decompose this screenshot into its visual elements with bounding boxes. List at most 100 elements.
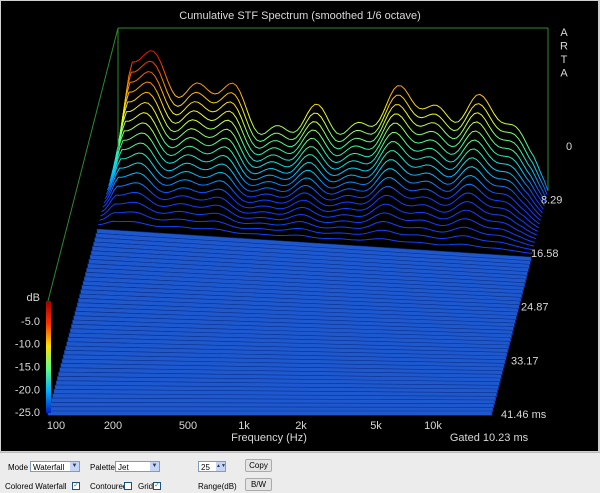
brand-letter: T: [561, 54, 568, 66]
depth-tick-label: 24.87: [521, 302, 549, 314]
slice-line: [110, 112, 543, 214]
colorbar-tick-label: -10.0: [15, 339, 40, 351]
range-input[interactable]: 25 ▲▼: [198, 461, 226, 472]
slice-floor: [80, 289, 519, 313]
slice-floor: [67, 337, 509, 354]
slice-line: [109, 122, 542, 218]
slice-floor: [95, 233, 531, 266]
x-tick-label: 1k: [238, 420, 250, 432]
bw-button[interactable]: B/W: [245, 478, 272, 491]
x-tick-label: 5k: [370, 420, 382, 432]
grid-label: Grid: [138, 482, 154, 491]
slice-floor: [68, 332, 510, 350]
chart-title: Cumulative STF Spectrum (smoothed 1/6 oc…: [179, 10, 420, 22]
brand-letter: A: [560, 27, 568, 39]
slice-floor: [64, 350, 506, 365]
waterfall-plot: Cumulative STF Spectrum (smoothed 1/6 oc…: [1, 1, 598, 451]
palette-value: Jet: [118, 463, 129, 472]
slice-fill: [100, 202, 534, 246]
colored-waterfall-label: Colored Waterfall: [5, 482, 67, 491]
slice-fill: [98, 221, 533, 254]
slice-floor: [89, 254, 526, 284]
slice-line: [100, 201, 535, 247]
range-label: Range(dB): [198, 482, 237, 491]
slice-floor: [71, 324, 511, 343]
slice-floor: [82, 280, 521, 306]
slice-floor: [60, 363, 503, 376]
slice-line: [115, 71, 547, 199]
depth-tick-label: 8.29: [541, 195, 562, 207]
waterfall-slices: [47, 50, 549, 416]
slice-floor: [94, 237, 530, 269]
gated-label: Gated 10.23 ms: [450, 432, 529, 444]
palette-label: Palette: [90, 463, 115, 472]
colorbar-tick-label: -25.0: [15, 407, 40, 419]
slice-line: [98, 220, 533, 254]
slice-floor: [74, 311, 514, 332]
slice-floor: [54, 384, 498, 394]
slice-floor: [61, 358, 504, 372]
slice-floor: [58, 371, 501, 383]
slice-floor: [65, 345, 507, 361]
slice-floor: [86, 267, 524, 295]
x-axis-label: Frequency (Hz): [231, 432, 307, 444]
plot-frame: Cumulative STF Spectrum (smoothed 1/6 oc…: [0, 0, 600, 452]
slice-line: [99, 211, 534, 251]
depth-tick-label: 16.58: [531, 248, 559, 260]
slice-floor: [81, 285, 520, 310]
slice-line: [111, 101, 544, 210]
dropdown-arrow: ▼: [70, 462, 79, 471]
slice-line: [105, 152, 539, 229]
colorbar-tick-label: -5.0: [21, 316, 40, 328]
slice-floor: [47, 410, 493, 416]
slice-line: [104, 162, 538, 232]
slice-line: [107, 142, 540, 225]
mode-label: Mode: [8, 463, 29, 472]
slice-line: [116, 60, 548, 195]
x-tick-label: 200: [104, 420, 122, 432]
range-value: 25: [201, 463, 210, 472]
frame-line: [47, 27, 119, 302]
x-tick-label: 100: [47, 420, 65, 432]
depth-tick-label: 41.46 ms: [501, 409, 547, 421]
contoured-label: Contoured: [90, 482, 128, 491]
slice-line: [112, 91, 545, 206]
slice-line: [103, 172, 537, 236]
grid-checkbox[interactable]: ✓: [153, 482, 161, 490]
slice-floor: [59, 367, 502, 379]
slice-floor: [75, 306, 515, 328]
depth-tick-label: 33.17: [511, 355, 539, 367]
colorbar-tick-label: -15.0: [15, 362, 40, 374]
mode-select[interactable]: Waterfall ▼: [30, 461, 80, 472]
brand-letter: A: [560, 67, 568, 79]
x-tick-label: 500: [179, 420, 197, 432]
slice-floor: [83, 276, 522, 302]
colorbar-unit: dB: [27, 292, 40, 304]
slice-floor: [85, 272, 523, 299]
slice-floor: [72, 319, 512, 339]
spinner[interactable]: ▲▼: [216, 462, 226, 471]
colorbar: [46, 301, 51, 413]
slice-floor: [92, 246, 528, 277]
copy-button[interactable]: Copy: [245, 459, 272, 472]
dropdown-arrow: ▼: [150, 462, 159, 471]
palette-select[interactable]: Jet ▼: [115, 461, 160, 472]
slice-floor: [62, 354, 505, 368]
control-panel: Mode Waterfall ▼ Palette Jet ▼ 25 ▲▼ Copy C…: [0, 452, 600, 493]
slice-line: [101, 191, 536, 243]
contoured-checkbox[interactable]: [124, 482, 132, 490]
slice-line: [114, 81, 546, 203]
slice-floor: [87, 263, 525, 291]
slice-floor: [76, 302, 516, 324]
x-tick-label: 10k: [424, 420, 442, 432]
slice-floor: [57, 376, 500, 387]
slice-floor: [93, 241, 529, 273]
colorbar-tick-label: -20.0: [15, 384, 40, 396]
slice-floor: [78, 298, 517, 321]
slice-floor: [79, 293, 518, 317]
depth-tick-label: 0: [566, 141, 572, 153]
brand-letter: R: [560, 40, 568, 52]
slice-line: [102, 182, 537, 240]
colored-waterfall-checkbox[interactable]: ✓: [72, 482, 80, 490]
